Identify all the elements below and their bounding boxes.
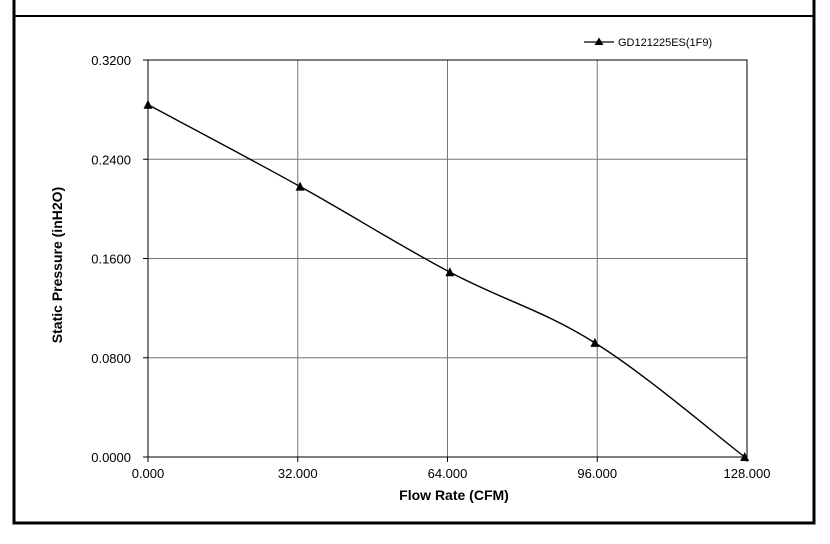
data-point-marker	[143, 99, 153, 109]
series-line	[147, 104, 746, 458]
chart-border	[12, 0, 816, 525]
data-point-marker	[590, 337, 600, 347]
y-tick-label: 0.0800	[91, 351, 131, 366]
y-tick-label: 0.2400	[91, 152, 131, 167]
series-layer	[143, 99, 750, 462]
y-tick-label: 0.1600	[91, 252, 131, 267]
x-axis-label: Flow Rate (CFM)	[399, 487, 509, 503]
legend: GD121225ES(1F9)	[584, 37, 712, 49]
x-tick-label: 64.000	[428, 466, 468, 481]
x-tick-label: 32.000	[278, 466, 318, 481]
y-axis: 0.0000 0.0800 0.1600 0.2400 0.3200	[91, 53, 148, 465]
data-point-marker	[740, 452, 750, 462]
x-tick-label: 0.000	[132, 466, 165, 481]
grid-lines	[148, 60, 747, 457]
y-axis-label: Static Pressure (inH2O)	[49, 187, 65, 343]
x-tick-label: 96.000	[577, 466, 617, 481]
legend-label: GD121225ES(1F9)	[618, 37, 712, 49]
data-point-marker	[445, 267, 455, 277]
x-axis: 0.000 32.000 64.000 96.000 128.000	[132, 457, 771, 481]
data-point-marker	[295, 181, 305, 191]
y-tick-label: 0.3200	[91, 53, 131, 68]
legend-triangle-marker	[594, 37, 604, 45]
y-tick-label: 0.0000	[91, 450, 131, 465]
x-tick-label: 128.000	[724, 466, 771, 481]
